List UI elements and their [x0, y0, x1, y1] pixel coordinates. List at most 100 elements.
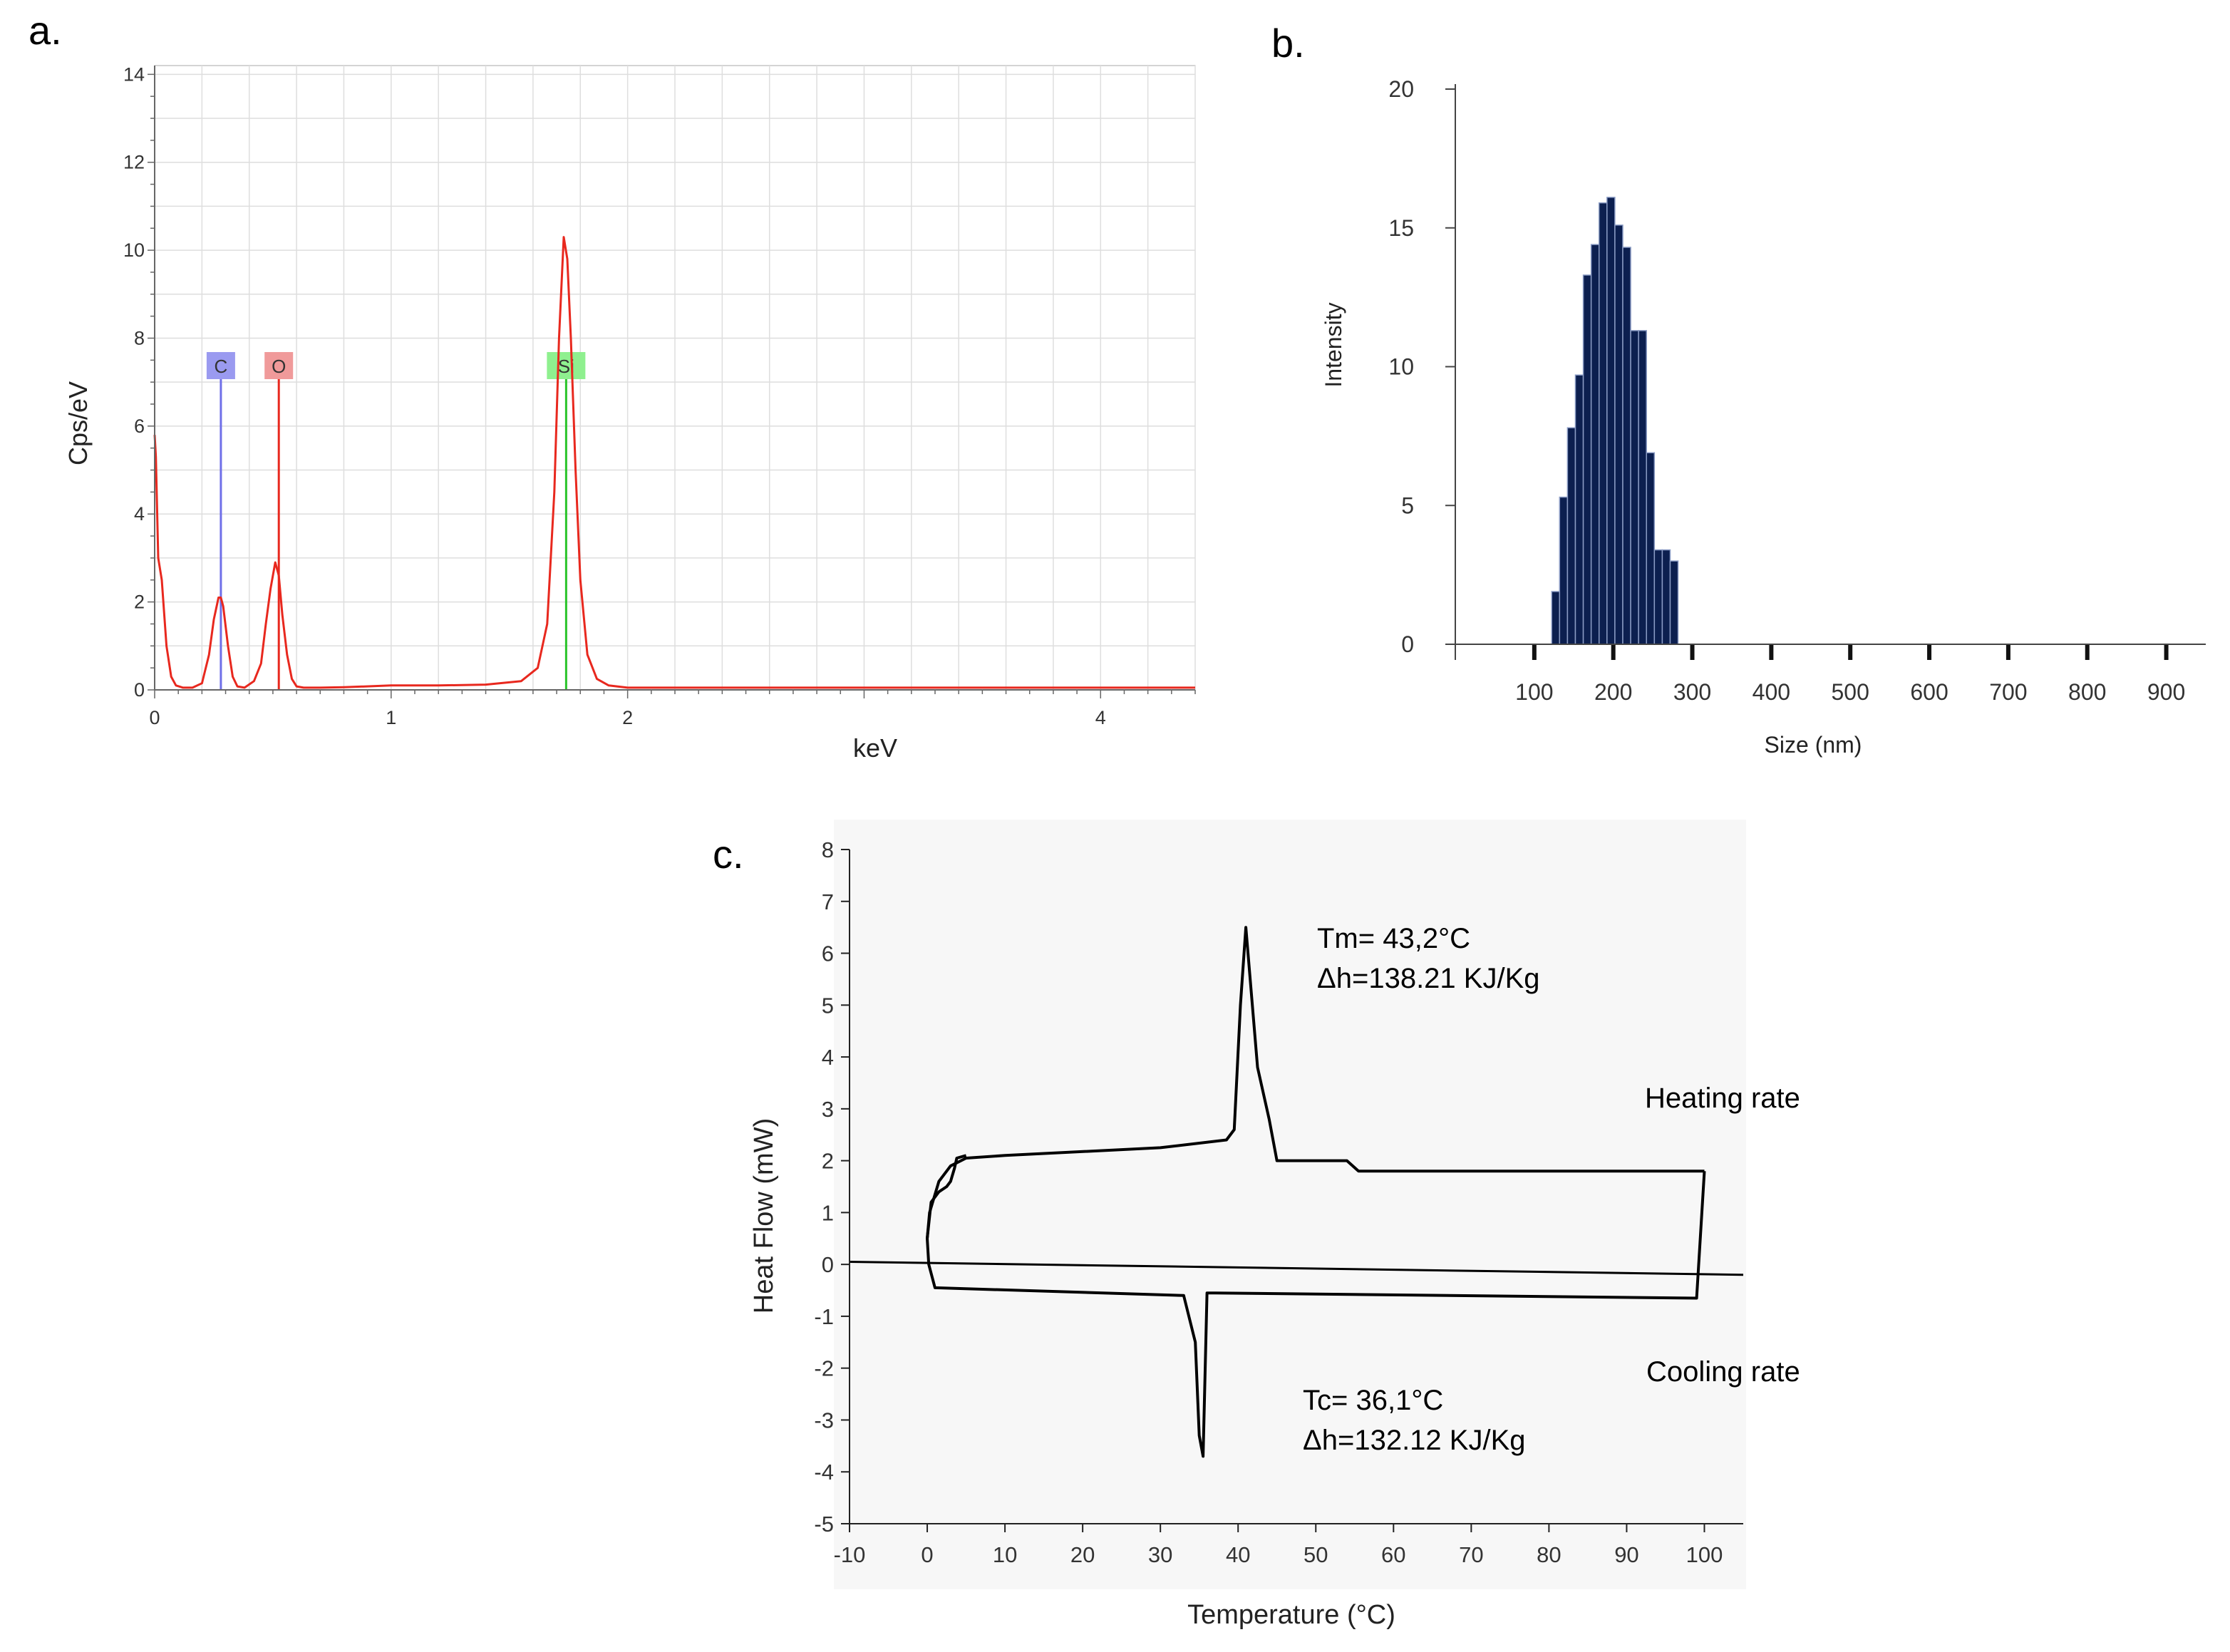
y-tick-label: 8 — [134, 327, 145, 349]
histogram-bar — [1669, 560, 1679, 645]
x-tick-label: 2 — [622, 707, 633, 728]
y-tick-label: 6 — [134, 415, 145, 437]
x-tick-label: 600 — [1910, 679, 1948, 705]
y-tick-label: 5 — [1401, 492, 1414, 518]
y-tick-label: 3 — [822, 1097, 834, 1122]
element-marker-label: Si — [558, 356, 574, 377]
panel-label-a: a. — [29, 8, 62, 53]
panel-label-b: b. — [1271, 21, 1305, 66]
histogram-bar — [1606, 197, 1616, 645]
panel-label-c: c. — [713, 832, 744, 877]
x-tick-label: 900 — [2147, 679, 2185, 705]
y-tick-label: 4 — [134, 503, 145, 525]
y-axis-title-a: Cps/eV — [63, 381, 93, 465]
element-marker-label: O — [272, 356, 286, 377]
ticks-b: 0 5 10 15 20 100 200 300 400 500 600 700 800 900 — [1388, 76, 2185, 705]
histogram-bar — [1582, 274, 1592, 645]
y-tick-label: 1 — [822, 1200, 834, 1225]
y-tick-label: 5 — [822, 993, 834, 1018]
x-axis-title-c: Temperature (°C) — [1187, 1600, 1395, 1630]
x-tick-label: 20 — [1070, 1542, 1095, 1567]
y-tick-label: 10 — [123, 239, 145, 261]
y-tick-label: 7 — [822, 889, 834, 914]
element-marker-tag — [547, 352, 586, 379]
x-tick-label: 10 — [993, 1542, 1017, 1567]
baseline-line — [849, 1261, 1744, 1276]
x-tick-label: 300 — [1673, 679, 1711, 705]
y-axis-title-c: Heat Flow (mW) — [749, 1118, 779, 1313]
x-tick-label: 90 — [1614, 1542, 1638, 1567]
histogram-bar — [1551, 591, 1561, 645]
y-tick-label: 8 — [822, 837, 834, 862]
x-tick-label: 40 — [1226, 1542, 1250, 1567]
cooling-curve — [926, 1154, 1706, 1458]
element-marker-tag — [206, 352, 235, 379]
x-tick-label: 70 — [1459, 1542, 1483, 1567]
histogram-bar — [1661, 549, 1671, 645]
heating-enthalpy-annotation: Δh=138.21 KJ/Kg — [1317, 963, 1540, 994]
y-tick-label: 0 — [1401, 631, 1414, 657]
y-tick-label: -2 — [814, 1356, 834, 1381]
histogram-bar — [1590, 244, 1600, 645]
histogram-bar — [1630, 330, 1639, 645]
x-tick-label: 80 — [1537, 1542, 1561, 1567]
y-axis-title-b: Intensity — [1321, 302, 1346, 387]
histogram-bar — [1646, 452, 1656, 645]
dsc-series — [849, 926, 1744, 1458]
histogram-bar — [1574, 374, 1584, 645]
x-axis-title-a: keV — [853, 733, 897, 763]
histogram-bar — [1638, 330, 1647, 645]
x-tick-label: 1 — [386, 707, 396, 728]
histogram-bar — [1614, 224, 1624, 645]
x-tick-label: -10 — [834, 1542, 866, 1567]
size-distribution-chart: 0 5 10 15 20 100 200 300 400 500 600 700 800 900 Size… — [1321, 76, 2206, 758]
y-tick-label: 2 — [822, 1149, 834, 1174]
histogram-bar — [1622, 247, 1631, 645]
histogram-bar — [1559, 496, 1569, 645]
y-tick-label: -3 — [814, 1408, 834, 1432]
y-tick-label: 20 — [1388, 76, 1414, 102]
x-tick-label: 100 — [1686, 1542, 1723, 1567]
y-tick-label: 12 — [123, 152, 145, 173]
y-tick-label: 10 — [1388, 354, 1414, 380]
tm-annotation: Tm= 43,2°C — [1317, 923, 1470, 954]
histogram-bar — [1598, 202, 1608, 645]
spectrum-line — [153, 236, 1195, 689]
y-tick-label: 4 — [822, 1045, 834, 1070]
element-marker-label: C — [215, 356, 228, 377]
element-markers: C O Si — [206, 352, 586, 690]
heating-rate-label: Heating rate — [1645, 1083, 1800, 1114]
y-tick-label: 14 — [123, 63, 145, 85]
x-tick-label: 500 — [1832, 679, 1869, 705]
x-tick-label: 100 — [1515, 679, 1553, 705]
x-tick-label: 700 — [1989, 679, 2027, 705]
x-tick-label: 4 — [1095, 707, 1106, 728]
histogram-bars — [1551, 197, 1679, 645]
y-tick-label: 15 — [1388, 215, 1414, 241]
tc-annotation: Tc= 36,1°C — [1303, 1385, 1443, 1416]
cooling-rate-label: Cooling rate — [1646, 1356, 1800, 1388]
y-tick-label: -1 — [814, 1304, 834, 1329]
y-tick-label: 2 — [134, 592, 145, 613]
x-tick-label: 0 — [921, 1542, 933, 1567]
y-tick-label: 6 — [822, 941, 834, 966]
histogram-bar — [1653, 549, 1663, 645]
x-tick-label: 50 — [1304, 1542, 1328, 1567]
plot-background-c — [834, 820, 1746, 1589]
y-tick-label: -4 — [814, 1460, 834, 1485]
histogram-bar — [1566, 427, 1576, 645]
heating-curve — [926, 926, 1705, 1239]
x-tick-label: 200 — [1594, 679, 1632, 705]
x-tick-label: 800 — [2068, 679, 2106, 705]
x-tick-label: 60 — [1381, 1542, 1405, 1567]
element-marker-tag — [264, 352, 294, 379]
x-tick-label: 0 — [149, 707, 160, 728]
y-tick-label: -5 — [814, 1512, 834, 1537]
x-tick-label: 400 — [1752, 679, 1790, 705]
spectrum-series — [153, 236, 1195, 689]
